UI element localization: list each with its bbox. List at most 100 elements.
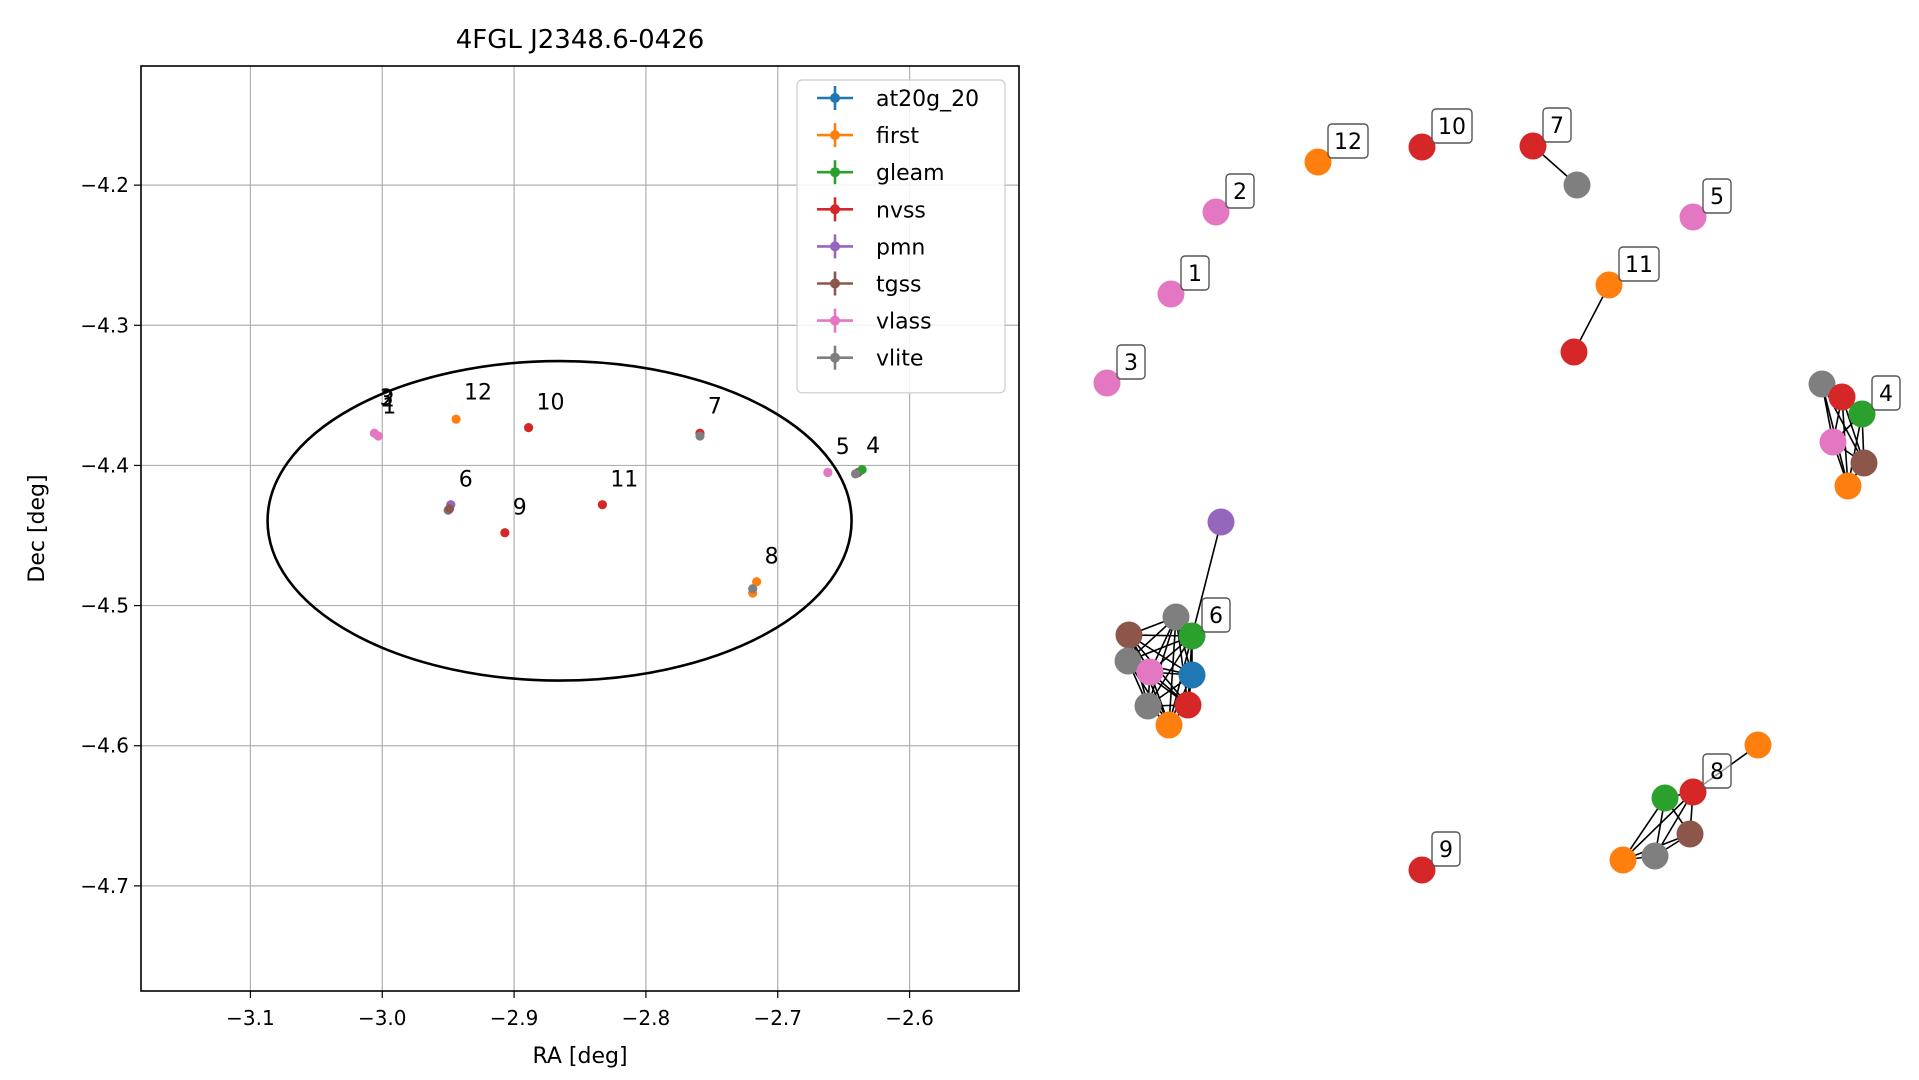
network-label-text: 10 (1438, 115, 1466, 140)
legend-entry-first: first (817, 123, 919, 149)
network-label-text: 12 (1334, 130, 1362, 155)
network-label: 12 (1327, 123, 1369, 159)
x-tick-label: −2.8 (622, 1006, 671, 1030)
legend-marker (830, 204, 840, 215)
network-label: 3 (1116, 344, 1146, 380)
network-node-first (1595, 271, 1623, 299)
network-label: 1 (1180, 255, 1210, 291)
network-label-box (1225, 173, 1255, 209)
network-label-box (1116, 344, 1146, 380)
legend-entry-nvss: nvss (817, 197, 926, 223)
network-label-text: 5 (1710, 185, 1724, 210)
legend-marker (830, 241, 840, 252)
source-label: 4 (866, 434, 880, 459)
source-label: 9 (513, 495, 527, 520)
network-label-text: 8 (1710, 760, 1724, 785)
source-label: 12 (464, 381, 492, 406)
legend-marker (830, 352, 840, 363)
network-node-first (1155, 711, 1183, 739)
network-node-vlass (1157, 280, 1185, 308)
legend-entry-vlass: vlass (817, 308, 932, 335)
network-node-nvss (1828, 383, 1856, 411)
source-label: 3 (380, 386, 394, 411)
legend-label: gleam (876, 161, 945, 186)
legend-label: pmn (876, 235, 925, 260)
network-node-vlite (1808, 370, 1836, 398)
legend-entry-pmn: pmn (817, 234, 925, 260)
y-tick-label: −4.5 (80, 594, 129, 618)
network-label-box (1431, 831, 1461, 867)
legend-box (796, 79, 1006, 394)
legend-entry-at20g_20: at20g_20 (817, 86, 979, 112)
source-point-vlass (373, 431, 383, 441)
source-point-vlite (695, 431, 705, 441)
network-node-pmn (1207, 508, 1235, 536)
y-axis-label: Dec [deg] (25, 474, 50, 582)
source-point-vlite (850, 469, 861, 479)
network-label-box (1327, 123, 1369, 159)
network-label-box (1431, 108, 1473, 144)
source-label: 7 (708, 395, 722, 420)
x-tick-label: −2.9 (490, 1006, 539, 1030)
legend-label: tgss (876, 273, 922, 298)
y-tick-label: −4.2 (80, 173, 129, 197)
network-node-vlass (1202, 198, 1230, 226)
network-node-nvss (1560, 338, 1588, 366)
network-node-first (1744, 731, 1772, 759)
y-tick-label: −4.4 (80, 453, 129, 477)
localization-ellipse-layer (266, 359, 853, 682)
network-label: 9 (1431, 831, 1461, 867)
source-label: 6 (459, 467, 473, 492)
legend-label: first (876, 124, 919, 149)
network-label: 10 (1431, 108, 1473, 144)
network-label-text: 3 (1124, 351, 1138, 376)
legend-label: nvss (876, 198, 926, 223)
network-node-nvss (1408, 133, 1436, 161)
network-edge (1175, 616, 1189, 706)
network-node-vlite (1162, 603, 1190, 631)
legend-marker (830, 93, 840, 103)
source-labels: 321 12 10 7 5 4 6 9 11 8 (380, 381, 880, 570)
network-label-text: 6 (1209, 604, 1223, 629)
network-node-vlass (1136, 658, 1164, 686)
source-label: 5 (836, 435, 850, 460)
network-node-first (1304, 148, 1332, 176)
source-point-nvss (597, 500, 608, 510)
network-label-text: 9 (1439, 838, 1453, 863)
network-label-text: 4 (1879, 382, 1893, 407)
x-tick-label: −3.1 (226, 1006, 275, 1030)
legend-label: vlite (876, 347, 923, 372)
source-point-vlite (748, 584, 758, 594)
network-node-nvss (1408, 856, 1436, 884)
network-node-first (1609, 846, 1637, 874)
source-point-first (752, 577, 762, 587)
source-label: 2 (381, 388, 395, 413)
legend-label: at20g_20 (876, 87, 979, 112)
y-tick-label: −4.3 (80, 313, 129, 337)
y-tick-label: −4.7 (80, 874, 129, 898)
legend-entry-gleam: gleam (817, 160, 945, 186)
network-node-vlass (1679, 203, 1707, 231)
network-label: 6 (1201, 597, 1231, 633)
network-label-text: 1 (1188, 262, 1202, 287)
network-label: 7 (1542, 107, 1572, 143)
x-axis-ticks: −3.1 −3.0 −2.9 −2.8 −2.7 −2.6 (226, 991, 934, 1030)
network-label-text: 11 (1625, 253, 1653, 278)
x-tick-label: −3.0 (358, 1006, 407, 1030)
scatter-plot: 321 12 10 7 5 4 6 9 11 8 −3.1 −3.0 −2.9 −2.8 −2.7 −2.6… (25, 25, 1020, 1069)
network-label-box (1201, 597, 1231, 633)
network-label-box (1180, 255, 1210, 291)
plot-title: 4FGL J2348.6-0426 (456, 25, 705, 55)
network-node-nvss (1519, 132, 1547, 160)
network-label-box (1702, 178, 1732, 214)
network-node-vlite (1114, 647, 1142, 675)
localization-ellipse (266, 359, 853, 682)
network-node-nvss (1174, 691, 1202, 719)
legend-label: vlass (876, 310, 932, 335)
network-node-vlite (1641, 842, 1669, 870)
network-node-first (1834, 472, 1862, 500)
network-node-vlite (1563, 171, 1591, 199)
